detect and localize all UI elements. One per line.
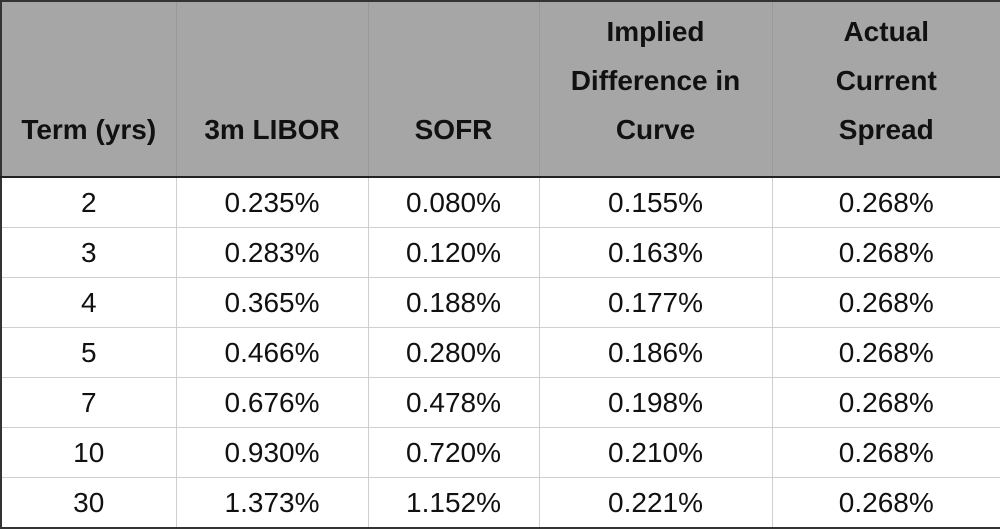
column-header: 3m LIBOR xyxy=(175,0,368,178)
column-header: SOFR xyxy=(367,0,539,178)
table-cell: 0.120% xyxy=(367,227,540,278)
table-cell: 0.177% xyxy=(538,277,773,328)
table-cell: 2 xyxy=(0,176,177,228)
table-row: 4 0.365% 0.188% 0.177% 0.268% xyxy=(0,277,1000,328)
column-header: Actual Current Spread xyxy=(771,0,1000,178)
table-cell: 1.373% xyxy=(175,477,369,529)
table-cell: 0.155% xyxy=(538,176,773,228)
table-cell: 0.268% xyxy=(771,377,1000,428)
table-cell: 0.268% xyxy=(771,176,1000,228)
table-cell: 0.080% xyxy=(367,176,540,228)
table-row: 30 1.373% 1.152% 0.221% 0.268% xyxy=(0,477,1000,529)
table-cell: 0.268% xyxy=(771,427,1000,478)
table-cell: 0.188% xyxy=(367,277,540,328)
table-cell: 0.268% xyxy=(771,277,1000,328)
header-row: Term (yrs) 3m LIBOR SOFR Implied Difference… xyxy=(0,0,1000,178)
table-row: 2 0.235% 0.080% 0.155% 0.268% xyxy=(0,176,1000,228)
table-row: 7 0.676% 0.478% 0.198% 0.268% xyxy=(0,377,1000,428)
table-cell: 0.198% xyxy=(538,377,773,428)
table-cell: 0.676% xyxy=(175,377,369,428)
table-cell: 0.221% xyxy=(538,477,773,529)
table-row: 5 0.466% 0.280% 0.186% 0.268% xyxy=(0,327,1000,378)
column-header: Implied Difference in Curve xyxy=(538,0,772,178)
table-body: 2 0.235% 0.080% 0.155% 0.268% 3 0.283% 0.120% 0.… xyxy=(0,176,1000,529)
table-cell: 0.268% xyxy=(771,327,1000,378)
table-cell: 0.283% xyxy=(175,227,369,278)
table-cell: 0.163% xyxy=(538,227,773,278)
table-cell: 0.466% xyxy=(175,327,369,378)
table-cell: 0.268% xyxy=(771,227,1000,278)
table-cell: 0.210% xyxy=(538,427,773,478)
table-row: 10 0.930% 0.720% 0.210% 0.268% xyxy=(0,427,1000,478)
table-cell: 7 xyxy=(0,377,177,428)
table-header: Term (yrs) 3m LIBOR SOFR Implied Difference… xyxy=(0,0,1000,178)
table-cell: 1.152% xyxy=(367,477,540,529)
table-row: 3 0.283% 0.120% 0.163% 0.268% xyxy=(0,227,1000,278)
table-cell: 0.280% xyxy=(367,327,540,378)
table-cell: 0.268% xyxy=(771,477,1000,529)
table-cell: 0.186% xyxy=(538,327,773,378)
table-cell: 0.478% xyxy=(367,377,540,428)
table-cell: 4 xyxy=(0,277,177,328)
table-cell: 0.235% xyxy=(175,176,369,228)
table-cell: 0.365% xyxy=(175,277,369,328)
table-cell: 3 xyxy=(0,227,177,278)
table-cell: 0.930% xyxy=(175,427,369,478)
table-cell: 5 xyxy=(0,327,177,378)
table-cell: 0.720% xyxy=(367,427,540,478)
table-cell: 30 xyxy=(0,477,177,529)
table-cell: 10 xyxy=(0,427,177,478)
column-header: Term (yrs) xyxy=(0,0,176,178)
